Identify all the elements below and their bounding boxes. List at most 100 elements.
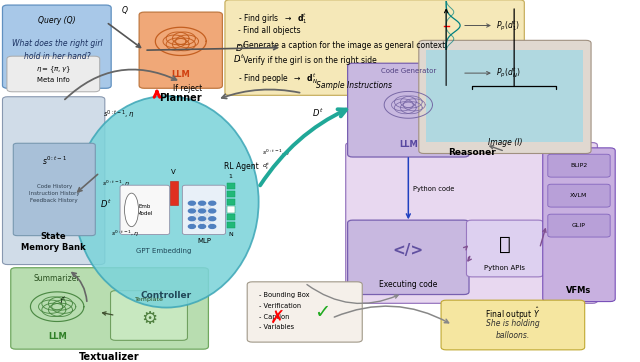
FancyBboxPatch shape [419, 40, 591, 153]
Text: Planner: Planner [159, 93, 202, 103]
FancyBboxPatch shape [227, 183, 235, 189]
FancyBboxPatch shape [225, 0, 524, 95]
Text: Code History
Instruction History
Feedback History: Code History Instruction History Feedbac… [29, 184, 79, 203]
Text: What does the right girl
hold in her hand?: What does the right girl hold in her han… [12, 39, 102, 61]
Ellipse shape [125, 193, 138, 227]
FancyBboxPatch shape [348, 220, 469, 295]
FancyBboxPatch shape [441, 300, 585, 350]
Ellipse shape [74, 96, 259, 308]
Text: Template: Template [134, 297, 163, 302]
FancyBboxPatch shape [227, 206, 235, 213]
Text: State
Memory Bank: State Memory Bank [21, 232, 86, 252]
Text: BLIP2: BLIP2 [570, 163, 588, 168]
Text: Reasoner: Reasoner [448, 148, 495, 157]
Text: Query (Q): Query (Q) [38, 16, 76, 25]
Circle shape [209, 201, 216, 205]
Text: Sample Instructions: Sample Instructions [316, 81, 392, 90]
Text: V: V [171, 169, 176, 175]
Circle shape [198, 201, 205, 205]
Text: Emb
Model: Emb Model [137, 204, 153, 215]
Text: - Find people  $\rightarrow$  $\mathbf{d}_N^t$: - Find people $\rightarrow$ $\mathbf{d}_… [237, 71, 317, 85]
Text: - Verify if the girl is on the right side: - Verify if the girl is on the right sid… [237, 56, 376, 65]
Text: 1: 1 [228, 174, 232, 179]
Text: $P_p(d_N^t)$: $P_p(d_N^t)$ [496, 66, 520, 80]
Text: Python APIs: Python APIs [484, 265, 525, 271]
Text: XVLM: XVLM [570, 193, 588, 198]
Text: Controller: Controller [141, 291, 192, 300]
Text: - Variables: - Variables [259, 324, 294, 330]
Text: If reject: If reject [173, 84, 202, 93]
Text: GPT Embedding: GPT Embedding [136, 248, 191, 254]
Text: $s^{0:t-1}, \eta$: $s^{0:t-1}, \eta$ [103, 108, 134, 120]
Circle shape [198, 217, 205, 221]
Text: - Verification: - Verification [259, 303, 301, 309]
Text: - Find girls  $\rightarrow$  $\mathbf{d}_1^t$: - Find girls $\rightarrow$ $\mathbf{d}_1… [237, 12, 307, 26]
Text: - Caption: - Caption [259, 313, 289, 320]
Text: $\eta = \{\pi, \gamma\}$
Meta Info: $\eta = \{\pi, \gamma\}$ Meta Info [36, 65, 71, 83]
Text: Summarizer: Summarizer [34, 274, 81, 283]
Text: Final output $\hat{Y}$: Final output $\hat{Y}$ [485, 306, 541, 322]
FancyBboxPatch shape [11, 268, 209, 349]
FancyBboxPatch shape [3, 5, 111, 88]
FancyBboxPatch shape [7, 56, 100, 92]
Text: - Find all objects: - Find all objects [237, 26, 300, 35]
Text: $s^{0:t-1}$: $s^{0:t-1}$ [42, 154, 67, 167]
Circle shape [198, 224, 205, 228]
Circle shape [209, 224, 216, 228]
FancyBboxPatch shape [182, 185, 225, 235]
Text: ⚙: ⚙ [141, 310, 157, 328]
Circle shape [198, 209, 205, 213]
Text: Executing code: Executing code [379, 280, 438, 289]
FancyBboxPatch shape [120, 185, 170, 235]
Text: She is holding
balloons.: She is holding balloons. [486, 319, 540, 340]
FancyBboxPatch shape [247, 282, 362, 342]
FancyBboxPatch shape [139, 12, 223, 88]
Circle shape [188, 201, 195, 205]
Text: Code Generator: Code Generator [381, 68, 436, 74]
Text: $s^{0:t-1}, \eta$: $s^{0:t-1}, \eta$ [111, 228, 140, 239]
Text: ✗: ✗ [270, 309, 285, 327]
Circle shape [209, 217, 216, 221]
Text: LLM: LLM [172, 70, 190, 79]
Circle shape [209, 209, 216, 213]
FancyBboxPatch shape [227, 199, 235, 205]
FancyBboxPatch shape [348, 63, 469, 157]
Circle shape [188, 209, 195, 213]
Circle shape [188, 224, 195, 228]
FancyBboxPatch shape [346, 143, 597, 303]
Text: N: N [228, 232, 233, 237]
FancyBboxPatch shape [548, 154, 610, 177]
FancyBboxPatch shape [227, 191, 235, 197]
Text: $D^t$: $D^t$ [312, 106, 324, 119]
Text: $s^{0:t-1}, \eta$: $s^{0:t-1}, \eta$ [262, 147, 291, 157]
Text: $D^t$: $D^t$ [100, 197, 112, 210]
Text: $s^{0:t-1}, \eta$: $s^{0:t-1}, \eta$ [102, 179, 130, 189]
Text: Image (I): Image (I) [488, 138, 522, 147]
Text: RL Agent: RL Agent [223, 162, 259, 171]
FancyBboxPatch shape [3, 97, 105, 265]
Text: ✓: ✓ [314, 303, 330, 322]
Text: $P_p(d_1^t)$: $P_p(d_1^t)$ [496, 18, 520, 33]
Text: Q: Q [122, 6, 128, 15]
FancyBboxPatch shape [227, 222, 235, 228]
FancyBboxPatch shape [170, 181, 178, 205]
Text: VFMs: VFMs [566, 286, 591, 295]
FancyBboxPatch shape [543, 148, 615, 302]
Text: LLM: LLM [48, 332, 67, 341]
Text: $f^t$: $f^t$ [59, 294, 67, 307]
Text: $D^t$: $D^t$ [233, 53, 245, 65]
Text: - Bounding Box: - Bounding Box [259, 292, 309, 298]
Text: GLIP: GLIP [572, 223, 586, 228]
Text: Textualizer: Textualizer [79, 352, 140, 362]
Text: MLP: MLP [197, 239, 211, 244]
FancyBboxPatch shape [426, 50, 584, 142]
FancyBboxPatch shape [111, 291, 188, 340]
Text: $D^t$: $D^t$ [235, 41, 248, 54]
FancyBboxPatch shape [467, 220, 543, 277]
Text: </>: </> [393, 243, 424, 258]
Text: - Generate a caption for the image as general context: - Generate a caption for the image as ge… [237, 41, 445, 50]
Text: LLM: LLM [399, 140, 418, 149]
Text: 🐍: 🐍 [499, 235, 511, 254]
Text: $d_t^t$: $d_t^t$ [262, 161, 270, 172]
Text: Python code: Python code [413, 186, 455, 191]
